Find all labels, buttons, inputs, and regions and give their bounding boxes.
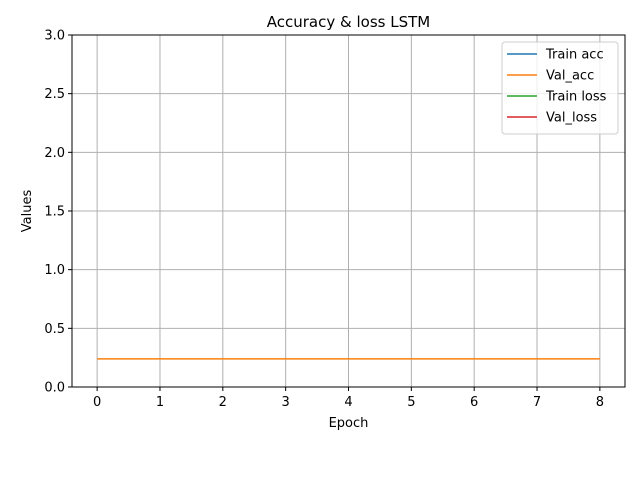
x-tick-label: 3 <box>282 395 290 410</box>
legend: Train acc Val_acc Train loss Val_loss <box>501 41 619 135</box>
x-tick-label: 5 <box>407 395 415 410</box>
x-tick-label: 2 <box>219 395 227 410</box>
y-axis-ticks: 0.0 0.5 1.0 1.5 2.0 2.5 3.0 <box>44 29 72 396</box>
y-tick-label: 0.5 <box>44 322 65 337</box>
x-tick-label: 4 <box>344 395 352 410</box>
legend-label: Train acc <box>545 48 604 63</box>
x-axis-ticks: 0 1 2 3 4 5 6 7 8 <box>93 387 604 410</box>
y-axis-label: Values <box>20 190 35 233</box>
x-tick-label: 8 <box>596 395 604 410</box>
y-tick-label: 0.0 <box>44 381 65 396</box>
y-tick-label: 1.5 <box>44 205 65 220</box>
x-tick-label: 1 <box>156 395 164 410</box>
x-axis-label: Epoch <box>329 416 369 431</box>
legend-label: Val_loss <box>546 111 597 126</box>
legend-box <box>501 41 619 135</box>
x-tick-label: 7 <box>533 395 541 410</box>
chart-title: Accuracy & loss LSTM <box>267 13 430 31</box>
legend-label: Train loss <box>545 90 607 105</box>
legend-label: Val_acc <box>546 69 594 84</box>
y-tick-label: 3.0 <box>44 29 65 44</box>
x-tick-label: 6 <box>470 395 478 410</box>
y-tick-label: 1.0 <box>44 263 65 278</box>
x-tick-label: 0 <box>93 395 101 410</box>
y-tick-label: 2.5 <box>44 87 65 102</box>
y-tick-label: 2.0 <box>44 146 65 161</box>
